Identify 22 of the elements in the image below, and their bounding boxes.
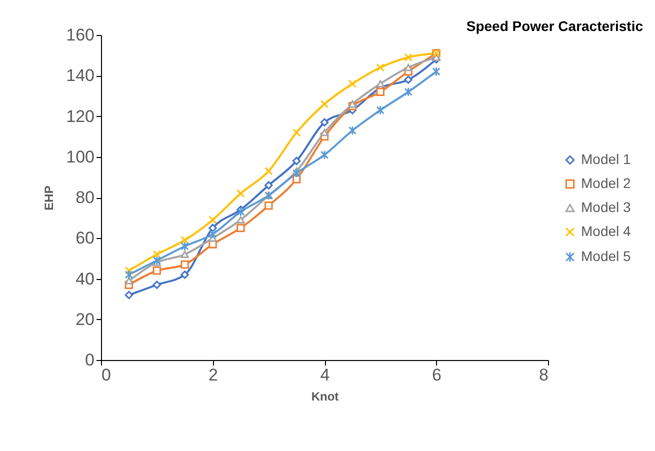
legend-label: Model 1	[581, 151, 632, 167]
y-tick-label: 0	[85, 350, 94, 370]
y-tick-label: 100	[66, 147, 94, 166]
y-tick-label: 40	[76, 269, 94, 288]
y-axis-title: EHP	[42, 186, 56, 210]
x-tick-label: 6	[432, 366, 442, 384]
y-tick-label: 20	[76, 310, 94, 329]
y-tick-label: 160	[66, 26, 94, 44]
x-tick-label: 8	[539, 366, 548, 384]
x-axis-title: Knot	[311, 390, 339, 404]
chart-title: Speed Power Caracteristic	[466, 18, 644, 34]
legend-label: Model 4	[581, 223, 632, 239]
y-tick-label: 60	[76, 228, 94, 248]
legend-label: Model 3	[581, 199, 632, 215]
x-tick-label: 2	[208, 366, 218, 384]
legend-label: Model 2	[581, 175, 632, 191]
x-tick-label: 4	[320, 366, 330, 384]
y-tick-label: 120	[66, 106, 94, 126]
x-tick-label: 0	[102, 366, 111, 384]
y-tick-label: 140	[66, 66, 94, 86]
y-tick-label: 80	[76, 188, 94, 207]
legend-label: Model 5	[581, 248, 632, 264]
